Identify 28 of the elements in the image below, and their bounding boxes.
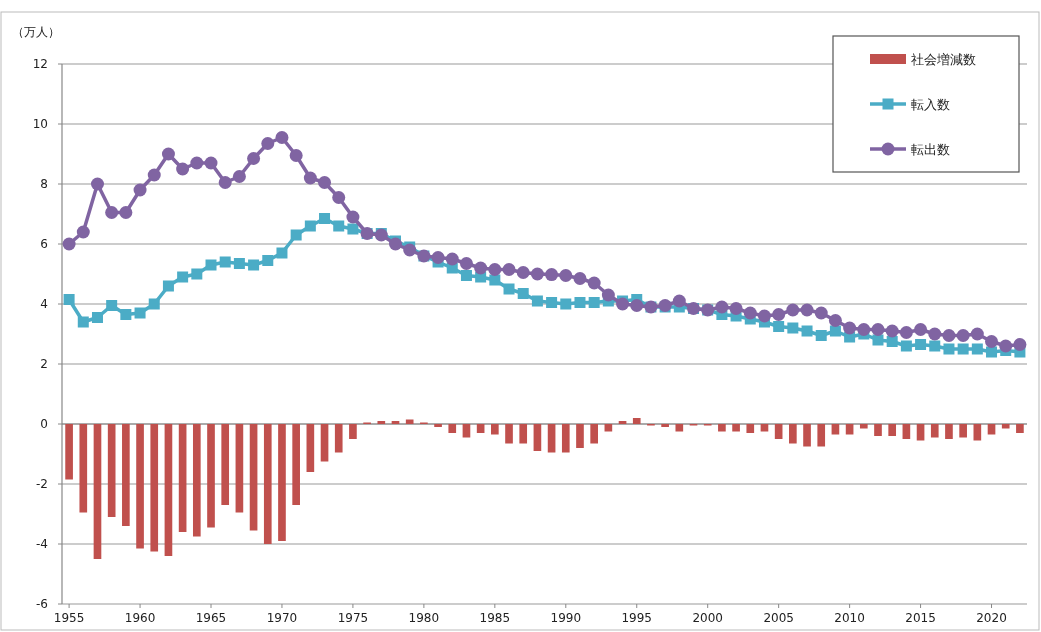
y-tick-label: -6	[36, 597, 48, 611]
x-tick-label: 1965	[195, 611, 227, 625]
legend-label: 転入数	[911, 97, 950, 112]
y-tick-label: -4	[36, 537, 48, 551]
x-tick-label: 1975	[337, 611, 369, 625]
x-tick-label: 1970	[266, 611, 298, 625]
y-tick-label: 4	[40, 297, 48, 311]
x-tick-label: 1995	[621, 611, 653, 625]
y-tick-label: 10	[32, 117, 48, 131]
x-tick-label: 1960	[124, 611, 156, 625]
x-tick-label: 2000	[692, 611, 723, 625]
x-tick-label: 1955	[53, 611, 85, 625]
legend-label: 社会増減数	[911, 52, 976, 67]
y-tick-label: 12	[32, 57, 48, 71]
y-tick-label: 2	[40, 357, 48, 371]
y-tick-label: 0	[40, 417, 48, 431]
x-tick-label: 2020	[976, 611, 1007, 625]
x-tick-label: 2010	[834, 611, 865, 625]
legend-label: 転出数	[911, 142, 950, 157]
x-tick-label: 2005	[763, 611, 794, 625]
y-tick-label: 6	[40, 237, 48, 251]
x-tick-label: 1985	[479, 611, 511, 625]
y-tick-label: 8	[40, 177, 48, 191]
x-tick-label: 1980	[408, 611, 440, 625]
y-tick-label: -2	[36, 477, 48, 491]
y-axis-title: （万人）	[12, 25, 60, 39]
x-tick-label: 2015	[905, 611, 936, 625]
x-tick-label: 1990	[550, 611, 582, 625]
